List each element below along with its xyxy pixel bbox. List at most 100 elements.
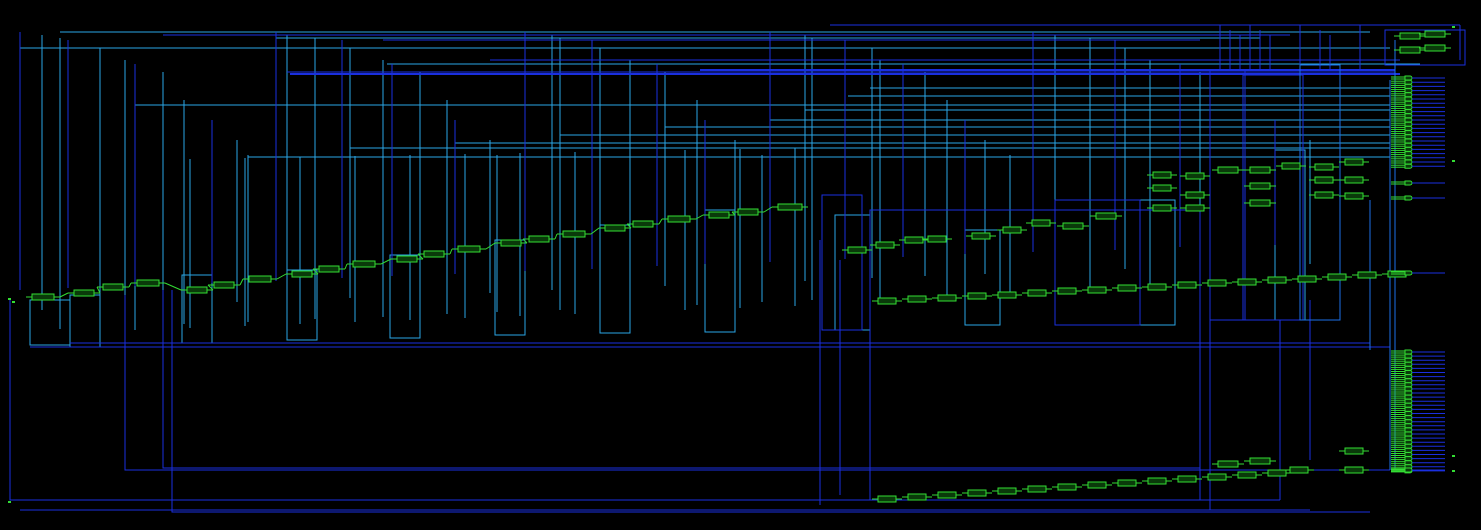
shift-cell — [1207, 473, 1227, 481]
shift-cell — [1117, 479, 1137, 487]
and-gate — [1404, 100, 1413, 106]
output-gate-banks — [8, 26, 1455, 503]
and-gate — [1404, 361, 1413, 367]
register-cell — [708, 211, 730, 219]
chain-wire — [344, 263, 348, 270]
and-gate — [1404, 75, 1413, 81]
register-cell — [457, 245, 481, 253]
shift-cell — [937, 294, 957, 302]
register-cell — [1344, 192, 1364, 200]
register-cell — [1289, 466, 1309, 474]
register-cell — [1344, 466, 1364, 474]
and-gate — [1404, 88, 1413, 94]
and-gate — [1404, 83, 1413, 89]
register-cell — [847, 246, 867, 254]
register-cell — [213, 281, 235, 289]
and-gate — [1404, 155, 1413, 161]
and-gate — [1404, 467, 1413, 473]
shift-cell — [1027, 485, 1047, 493]
register-cell — [737, 208, 759, 216]
return-loop — [286, 269, 318, 341]
shift-cell — [1087, 481, 1107, 489]
register-cell — [31, 293, 55, 301]
and-gate — [1404, 353, 1413, 359]
register-cell — [1281, 162, 1301, 170]
register-cell — [291, 270, 313, 278]
and-gate — [1404, 374, 1413, 380]
and-gate — [1404, 443, 1413, 449]
and-gate — [1404, 270, 1413, 276]
chain-wire — [449, 248, 453, 255]
and-gate — [1404, 427, 1413, 433]
and-gate — [1404, 460, 1413, 466]
and-gate — [1404, 113, 1413, 119]
register-cell — [632, 220, 654, 228]
register-cell — [904, 236, 924, 244]
shift-cell — [1177, 475, 1197, 483]
nets-secondary — [9, 24, 1466, 513]
shift-cell — [877, 495, 897, 503]
register-cell — [500, 239, 522, 247]
register-cell — [102, 283, 124, 291]
and-gate — [1404, 117, 1413, 123]
return-bus — [124, 295, 1390, 471]
shift-cell — [967, 292, 987, 300]
register-cell — [1249, 457, 1271, 465]
shift-cell — [997, 291, 1017, 299]
and-gate — [1404, 96, 1413, 102]
register-cell — [528, 235, 550, 243]
and-gate — [1404, 390, 1413, 396]
chain-wire — [207, 284, 214, 291]
and-gate — [1404, 419, 1413, 425]
and-gate — [1404, 415, 1413, 421]
register-cell — [1249, 199, 1271, 207]
and-gate — [1404, 146, 1413, 152]
block-outline — [1299, 64, 1341, 321]
chain-wire — [276, 273, 287, 280]
block-outline — [1384, 29, 1466, 66]
register-cell — [186, 286, 208, 294]
return-bus — [9, 300, 1280, 501]
and-gate — [1404, 447, 1413, 453]
chain-wire — [658, 218, 663, 225]
shift-cell — [1087, 286, 1107, 294]
and-gate — [1404, 138, 1413, 144]
register-cell — [1217, 460, 1239, 468]
shift-cell — [1357, 271, 1377, 279]
shift-cell — [1117, 284, 1137, 292]
shift-cell — [937, 491, 957, 499]
shift-cell — [907, 295, 927, 303]
register-cell — [1095, 212, 1117, 220]
chain-wire — [239, 278, 244, 286]
and-gate — [1404, 431, 1413, 437]
shift-cell — [1267, 469, 1287, 477]
shift-cell — [1177, 281, 1197, 289]
and-gate — [1404, 411, 1413, 416]
and-gate — [1404, 386, 1413, 392]
return-bus — [162, 290, 1200, 469]
chain-wire — [695, 214, 704, 220]
shift-cell — [1207, 279, 1227, 287]
register-cell — [1152, 184, 1172, 192]
shift-cell — [1267, 276, 1287, 284]
register-cell — [1344, 447, 1364, 455]
and-gate — [1404, 125, 1413, 131]
register-cell — [875, 241, 895, 249]
register-cell — [73, 289, 95, 297]
input-port — [8, 501, 11, 503]
register-cell — [248, 275, 272, 283]
and-gate — [1404, 121, 1413, 127]
register-cell — [1314, 163, 1334, 171]
and-gate — [1404, 92, 1413, 98]
and-gate — [1404, 195, 1413, 201]
register-cell — [1031, 219, 1051, 227]
block-outline — [821, 194, 863, 331]
chain-wire — [763, 206, 773, 213]
shift-cell — [1147, 477, 1167, 485]
shift-cell — [1327, 273, 1347, 281]
input-port — [8, 298, 11, 300]
register-cell — [667, 215, 691, 223]
output-port — [1452, 160, 1455, 162]
return-loop — [389, 254, 421, 339]
